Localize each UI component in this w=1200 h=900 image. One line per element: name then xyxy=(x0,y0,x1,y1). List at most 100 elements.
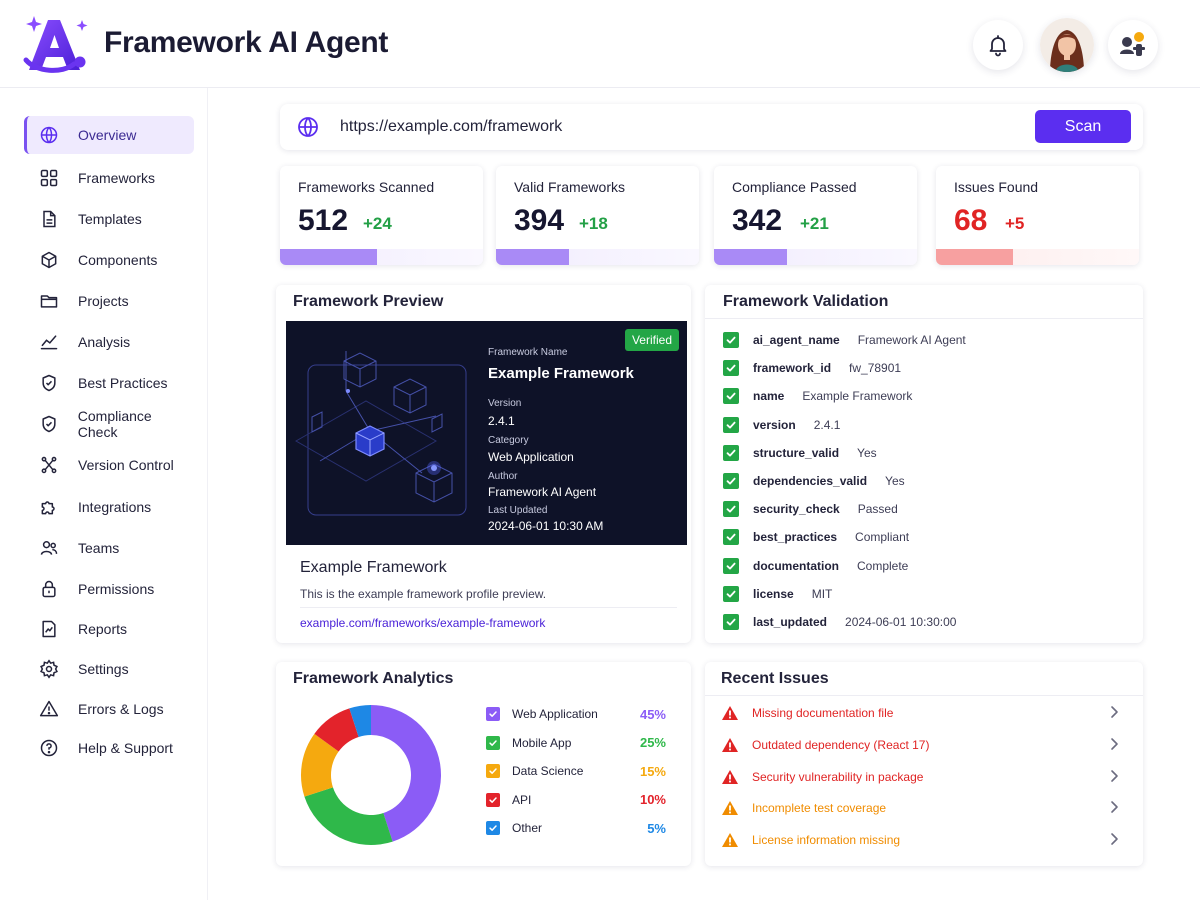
framework-validation-panel: Framework Validation ai_agent_name Framew… xyxy=(705,285,1143,643)
checkbox-checked-icon[interactable] xyxy=(723,388,739,405)
sidebar-item-label: Settings xyxy=(78,661,129,677)
chevron-right-icon[interactable] xyxy=(1109,737,1119,751)
donut-slice-web-application[interactable] xyxy=(371,705,442,842)
chevron-right-icon[interactable] xyxy=(1109,800,1119,814)
sidebar-item-label: Best Practices xyxy=(78,375,168,391)
donut-slice-data-science[interactable] xyxy=(301,733,339,797)
legend-checkbox-icon[interactable] xyxy=(486,792,500,807)
sidebar-item-templates[interactable]: Templates xyxy=(24,200,194,238)
validation-value: 2.4.1 xyxy=(813,417,841,432)
stat-value: 512 xyxy=(298,204,349,237)
sidebar-item-help-support[interactable]: Help & Support xyxy=(24,729,194,767)
chevron-right-icon[interactable] xyxy=(1109,832,1119,846)
shield-icon xyxy=(38,413,60,435)
validation-value: Yes xyxy=(857,445,877,460)
stat-delta: +5 xyxy=(1005,214,1025,233)
sidebar-item-errors-logs[interactable]: Errors & Logs xyxy=(24,690,194,728)
validation-value: fw_78901 xyxy=(849,361,902,376)
legend-label: Mobile App xyxy=(512,735,572,750)
stat-progress-fill xyxy=(280,249,378,265)
chevron-right-icon[interactable] xyxy=(1109,705,1119,719)
issue-row[interactable]: Outdated dependency (React 17) xyxy=(721,733,1125,757)
sidebar-item-teams[interactable]: Teams xyxy=(24,529,194,567)
legend-value: 45% xyxy=(639,706,666,722)
sidebar-item-label: Errors & Logs xyxy=(78,701,164,717)
agent-status-button[interactable] xyxy=(1108,20,1158,70)
divider xyxy=(705,695,1143,696)
issue-row[interactable]: License information missing xyxy=(721,828,1125,852)
legend-checkbox-icon[interactable] xyxy=(486,821,500,836)
help-icon xyxy=(38,737,60,759)
sidebar-item-frameworks[interactable]: Frameworks xyxy=(24,159,194,197)
sidebar-item-components[interactable]: Components xyxy=(24,241,194,279)
agent-logo-icon[interactable] xyxy=(22,14,92,76)
donut-slice-mobile-app[interactable] xyxy=(304,787,393,845)
url-input[interactable] xyxy=(340,115,1020,139)
issue-text: Missing documentation file xyxy=(752,706,894,720)
checkbox-checked-icon[interactable] xyxy=(723,585,739,602)
legend-checkbox-icon[interactable] xyxy=(486,707,500,721)
author-value: Framework AI Agent xyxy=(488,485,597,499)
document-icon xyxy=(38,208,60,230)
sidebar-item-compliance-check[interactable]: Compliance Check xyxy=(24,405,194,443)
validation-key: ai_agent_name xyxy=(753,333,840,347)
sidebar-item-integrations[interactable]: Integrations xyxy=(24,488,194,526)
preview-card-name: Example Framework xyxy=(300,559,447,576)
report-icon xyxy=(38,618,60,640)
legend-label: Web Application xyxy=(512,707,598,721)
sidebar-item-analysis[interactable]: Analysis xyxy=(24,323,194,361)
sidebar-item-projects[interactable]: Projects xyxy=(24,282,194,320)
puzzle-icon xyxy=(38,496,60,518)
checkbox-checked-icon[interactable] xyxy=(723,473,739,489)
panel-title: Recent Issues xyxy=(721,670,829,687)
issue-row[interactable]: Security vulnerability in package xyxy=(721,765,1125,789)
issue-row[interactable]: Missing documentation file xyxy=(721,701,1125,725)
category-label: Category xyxy=(488,435,529,446)
sidebar-item-overview[interactable]: Overview xyxy=(24,116,194,154)
sidebar-item-reports[interactable]: Reports xyxy=(24,610,194,648)
validation-key: license xyxy=(753,586,794,601)
validation-value: Passed xyxy=(857,502,898,517)
checkbox-checked-icon[interactable] xyxy=(723,360,739,377)
user-avatar[interactable] xyxy=(1040,18,1094,72)
checkbox-checked-icon[interactable] xyxy=(723,416,739,433)
donut-slice-other[interactable] xyxy=(349,705,371,737)
checkbox-checked-icon[interactable] xyxy=(723,614,739,630)
sidebar-item-label: Help & Support xyxy=(78,740,173,756)
validation-key: dependencies_valid xyxy=(753,474,868,488)
checkbox-checked-icon[interactable] xyxy=(723,529,739,546)
checkbox-checked-icon[interactable] xyxy=(723,332,739,348)
chevron-right-icon[interactable] xyxy=(1109,769,1119,783)
checkbox-checked-icon[interactable] xyxy=(723,557,739,574)
recent-issues-panel: Recent Issues Missing documentation file… xyxy=(705,662,1143,866)
sidebar-item-permissions[interactable]: Permissions xyxy=(24,570,194,608)
cube-icon xyxy=(38,249,60,271)
sidebar-item-settings[interactable]: Settings xyxy=(24,650,194,688)
validation-key: last_updated xyxy=(753,615,828,629)
legend-value: 25% xyxy=(639,735,666,751)
stat-value: 394 xyxy=(514,204,565,237)
framework-link[interactable]: example.com/frameworks/example-framework xyxy=(300,616,546,630)
sidebar-item-best-practices[interactable]: Best Practices xyxy=(24,364,194,402)
sidebar-item-label: Version Control xyxy=(78,457,174,473)
issue-text: Outdated dependency (React 17) xyxy=(752,737,930,752)
shield-check-icon xyxy=(38,372,60,394)
sidebar-item-version-control[interactable]: Version Control xyxy=(24,446,194,484)
chart-line-icon xyxy=(38,331,60,353)
scan-button[interactable]: Scan xyxy=(1035,110,1131,143)
framework-preview-panel: Framework Preview Verified Fram xyxy=(276,285,691,643)
legend-checkbox-icon[interactable] xyxy=(486,735,500,750)
legend-label: Other xyxy=(512,821,543,836)
validation-key: version xyxy=(753,417,796,432)
lock-icon xyxy=(38,578,60,600)
donut-slice-api[interactable] xyxy=(314,708,359,752)
validation-key: structure_valid xyxy=(753,445,840,460)
checkbox-checked-icon[interactable] xyxy=(723,444,739,461)
notification-button[interactable] xyxy=(973,20,1023,70)
checkbox-checked-icon[interactable] xyxy=(723,501,739,518)
validation-row: license MIT xyxy=(723,583,832,605)
issue-row[interactable]: Incomplete test coverage xyxy=(721,796,1125,820)
legend-checkbox-icon[interactable] xyxy=(486,764,500,779)
error-warning-icon xyxy=(722,737,738,752)
sidebar-item-label: Projects xyxy=(78,293,129,309)
